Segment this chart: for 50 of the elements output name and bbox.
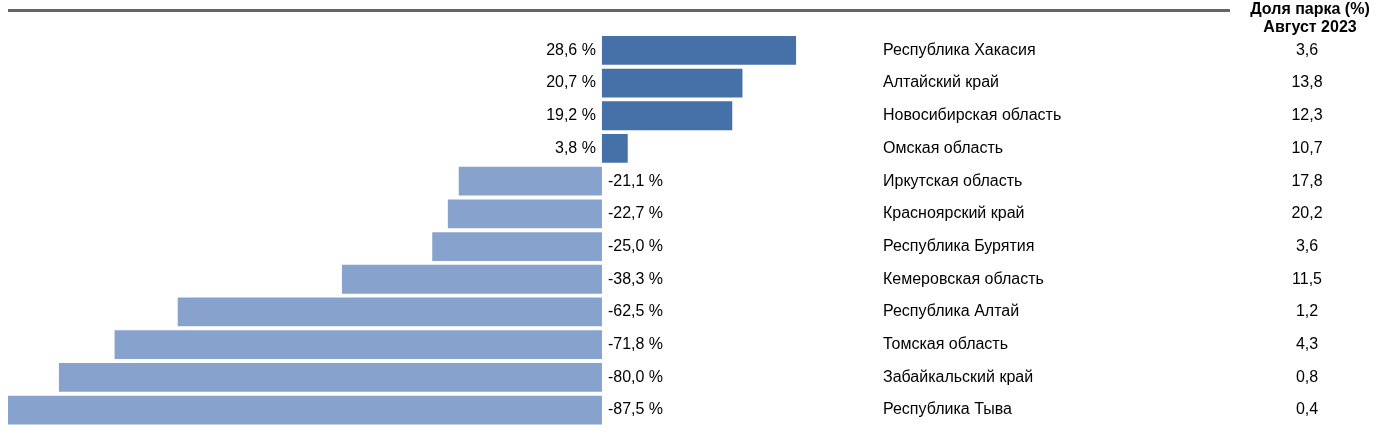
bar	[447, 199, 602, 229]
text: 12,3	[1291, 106, 1323, 124]
data-label: 3,8 %	[555, 138, 596, 156]
text: 3,6	[1295, 236, 1319, 254]
data-label: 28,6 %	[546, 40, 596, 58]
y-tick-label: Кемеровская область	[883, 269, 1044, 287]
text: Август 2023	[1263, 18, 1357, 36]
bar	[601, 101, 733, 131]
data-label: 19,2 %	[546, 106, 596, 124]
data-label: -25,0 %	[607, 236, 664, 254]
text: 3,6	[1295, 40, 1319, 58]
y-tick-label: Республика Алтай	[883, 302, 1020, 320]
data-label: -38,3 %	[607, 269, 664, 287]
y-tick-label: Иркутская область	[883, 171, 1023, 189]
data-label: 20,7 %	[546, 73, 596, 91]
text: 1,2	[1295, 302, 1319, 320]
y-tick-label: Алтайский край	[883, 73, 1000, 91]
data-label: -87,5 %	[607, 400, 664, 418]
y-tick-label: Красноярский край	[883, 204, 1025, 222]
bar	[114, 330, 602, 360]
text: 13,8	[1291, 73, 1323, 91]
text: 17,8	[1291, 171, 1323, 189]
text: 0,8	[1295, 367, 1319, 385]
text: 4,3	[1295, 335, 1319, 353]
y-tick-label: Забайкальский край	[883, 367, 1034, 385]
y-tick-label: Республика Бурятия	[883, 236, 1035, 254]
bar	[601, 68, 743, 98]
bar	[601, 35, 797, 65]
data-label: -21,1 %	[607, 171, 664, 189]
y-tick-label: Республика Хакасия	[883, 40, 1036, 58]
text: 20,2	[1291, 204, 1323, 222]
data-label: -62,5 %	[607, 302, 664, 320]
y-tick-label: Омская область	[883, 138, 1004, 156]
y-tick-label: Республика Тыва	[883, 400, 1013, 418]
bar	[458, 166, 602, 196]
data-label: -80,0 %	[607, 367, 664, 385]
text: 0,4	[1295, 400, 1319, 418]
text: 10,7	[1291, 138, 1323, 156]
bar	[432, 232, 602, 261]
text: Доля парка (%)	[1250, 0, 1370, 18]
bar	[341, 264, 602, 294]
bar	[8, 395, 602, 425]
y-tick-label: Новосибирская область	[883, 106, 1062, 124]
bar	[58, 362, 602, 392]
y-tick-label: Томская область	[883, 335, 1009, 353]
bar	[601, 134, 628, 163]
text: 11,5	[1292, 269, 1323, 287]
bar	[177, 297, 602, 327]
data-label: -71,8 %	[607, 335, 664, 353]
data-label: -22,7 %	[607, 204, 664, 222]
